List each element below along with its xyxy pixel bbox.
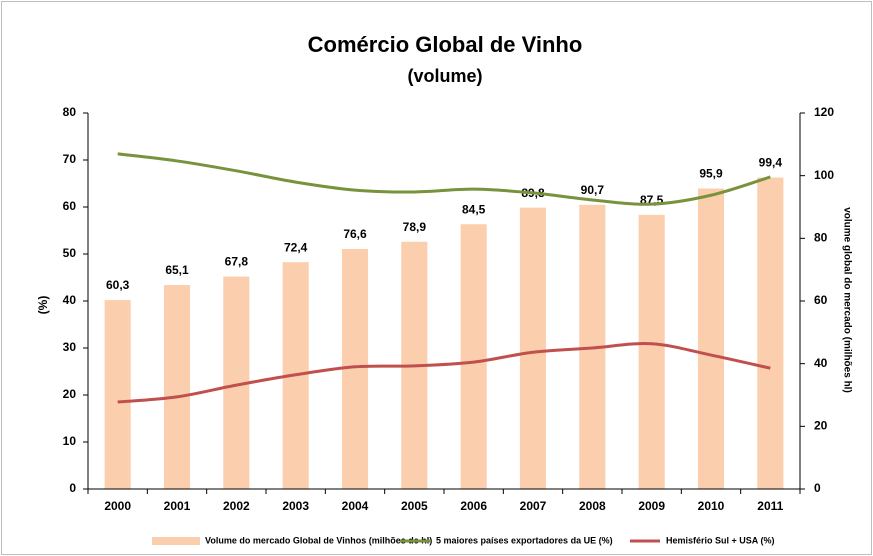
legend-swatch — [152, 537, 200, 545]
y2-tick-label: 20 — [814, 419, 828, 433]
chart-subtitle: (volume) — [407, 66, 482, 86]
y2-tick-label: 40 — [814, 356, 828, 370]
line — [117, 152, 771, 206]
data-label: 95,9 — [699, 167, 723, 181]
legend-label: Hemisfério Sul + USA (%) — [666, 535, 774, 545]
bar — [104, 300, 131, 489]
y-tick-label: 10 — [63, 434, 77, 448]
y-tick-label: 70 — [63, 152, 77, 166]
x-tick-label: 2008 — [579, 499, 606, 513]
y2-axis-label: volume global do mercado (milhões hl) — [841, 207, 852, 393]
data-label: 72,4 — [284, 240, 308, 254]
y2-tick-label: 0 — [814, 481, 821, 495]
y2-tick-label: 100 — [814, 168, 834, 182]
x-tick-label: 2006 — [460, 499, 487, 513]
line — [117, 342, 771, 404]
y2-tick-label: 120 — [814, 105, 834, 119]
y-axis-label: (%) — [36, 296, 50, 315]
data-label: 99,4 — [759, 156, 783, 170]
data-label: 90,7 — [581, 183, 605, 197]
x-tick-label: 2005 — [401, 499, 428, 513]
y-tick-label: 40 — [63, 293, 77, 307]
x-tick-label: 2002 — [223, 499, 250, 513]
y-tick-label: 50 — [63, 246, 77, 260]
data-label: 76,6 — [343, 227, 367, 241]
y2-tick-label: 60 — [814, 293, 828, 307]
legend-label: Volume do mercado Global de Vinhos (milh… — [205, 535, 432, 545]
x-tick-label: 2010 — [698, 499, 725, 513]
data-label: 60,3 — [106, 278, 130, 292]
data-label: 67,8 — [225, 255, 249, 269]
y-tick-label: 80 — [63, 105, 77, 119]
data-label: 78,9 — [403, 220, 427, 234]
x-tick-label: 2011 — [757, 499, 783, 513]
bar — [519, 207, 547, 490]
bar — [163, 285, 191, 489]
data-label: 84,5 — [462, 202, 486, 216]
x-tick-label: 2000 — [104, 499, 131, 513]
chart-title: Comércio Global de Vinho — [308, 32, 583, 57]
y2-tick-label: 80 — [814, 231, 828, 245]
y-tick-label: 0 — [69, 481, 76, 495]
bar — [638, 214, 665, 490]
data-label: 65,1 — [165, 263, 189, 277]
x-tick-label: 2003 — [282, 499, 309, 513]
y-tick-label: 60 — [63, 199, 77, 213]
y-tick-label: 30 — [63, 340, 77, 354]
y-tick-label: 20 — [63, 387, 77, 401]
x-tick-label: 2001 — [164, 499, 191, 513]
x-tick-label: 2004 — [342, 499, 369, 513]
x-tick-label: 2009 — [638, 499, 665, 513]
legend-label: 5 maiores países exportadores da UE (%) — [436, 535, 613, 545]
bar — [697, 188, 725, 489]
x-tick-label: 2007 — [520, 499, 547, 513]
bar — [460, 224, 487, 489]
bar — [757, 177, 784, 489]
